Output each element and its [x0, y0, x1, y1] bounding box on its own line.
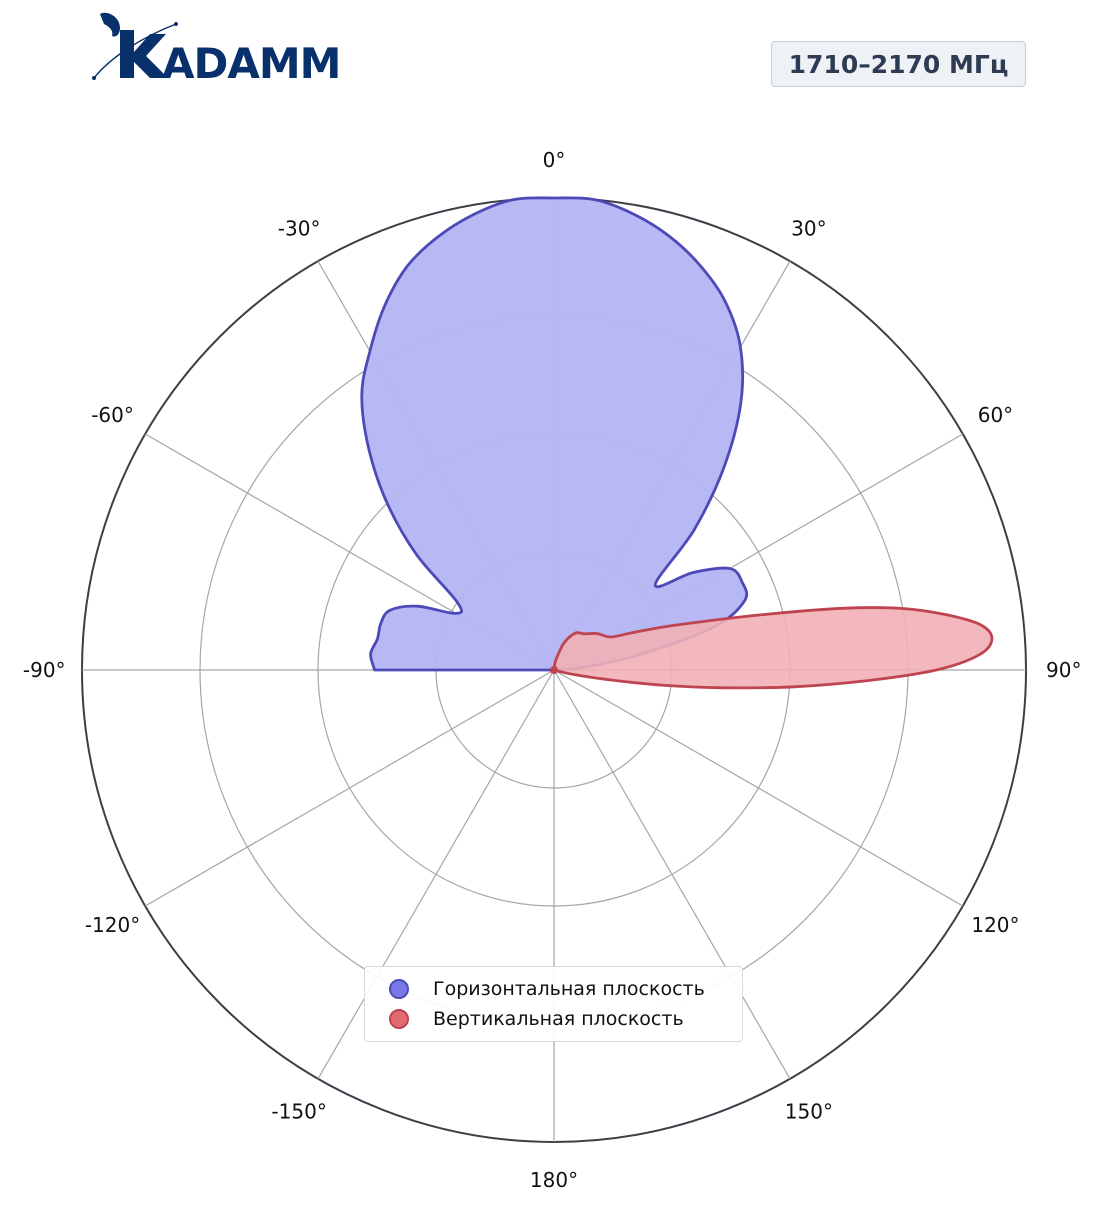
angle-tick-label: -120° — [85, 913, 140, 937]
angular-gridline — [317, 669, 555, 1080]
logo-mark-icon: ADAMM — [92, 12, 341, 88]
angular-gridline — [553, 669, 791, 1080]
origin-marker — [550, 666, 558, 674]
angle-tick-label: -60° — [91, 403, 134, 427]
legend-swatch-horizontal — [389, 979, 409, 999]
svg-text:ADAMM: ADAMM — [162, 39, 340, 88]
legend-swatch-vertical — [389, 1009, 409, 1029]
legend-item-horizontal: Горизонтальная плоскость — [365, 975, 705, 1003]
angle-tick-label: 0° — [543, 148, 566, 172]
vertical-pattern-area — [552, 606, 994, 690]
frequency-badge: 1710–2170 МГц — [771, 41, 1026, 87]
legend-item-vertical: Вертикальная плоскость — [365, 1005, 684, 1033]
legend: Горизонтальная плоскость Вертикальная пл… — [364, 966, 743, 1042]
angle-tick-label: 180° — [530, 1168, 578, 1192]
series-layer — [360, 196, 994, 690]
angular-gridline — [144, 669, 555, 907]
angle-tick-label: -90° — [23, 658, 66, 682]
angle-tick-label: -30° — [278, 217, 321, 241]
horizontal-pattern-area — [360, 196, 749, 672]
legend-label-vertical: Вертикальная плоскость — [433, 1008, 684, 1030]
angle-tick-label: 60° — [978, 403, 1013, 427]
angular-gridline — [553, 669, 964, 907]
angle-tick-label: 150° — [785, 1099, 833, 1123]
angle-tick-label: 30° — [791, 217, 826, 241]
legend-label-horizontal: Горизонтальная плоскость — [433, 978, 705, 1000]
angle-tick-label: -150° — [271, 1099, 326, 1123]
angle-tick-label: 120° — [971, 913, 1019, 937]
kadamm-logo: ADAMM — [90, 8, 365, 88]
angle-tick-labels: 0° 30° 60° 90° 120° 150° 180° -150° -120° -90° -60… — [23, 148, 1082, 1192]
angle-tick-label: 90° — [1046, 658, 1081, 682]
